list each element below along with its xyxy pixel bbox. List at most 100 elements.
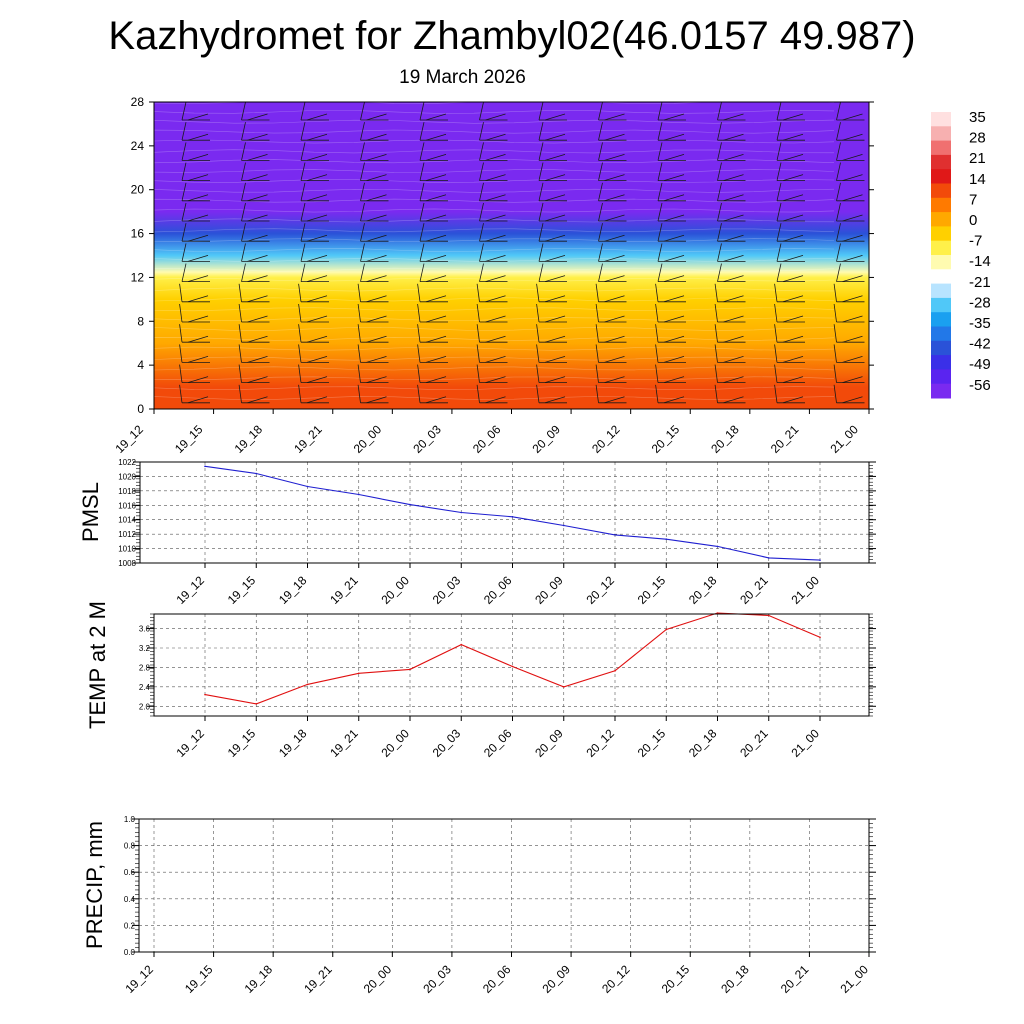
wind-barb — [417, 303, 448, 323]
colorbar-label: 35 — [969, 109, 986, 126]
wind-barb — [238, 324, 270, 343]
wind-barb-staff — [298, 303, 302, 323]
contour-line — [153, 257, 835, 262]
wind-barb — [657, 182, 686, 202]
wind-barb-flag — [366, 234, 387, 242]
wind-barb-flag — [366, 133, 387, 141]
wind-barb-staff — [476, 344, 480, 363]
wind-barb — [479, 202, 508, 222]
wind-barb — [714, 324, 746, 343]
wind-barb-staff — [598, 243, 603, 262]
wind-barb — [479, 142, 508, 161]
wind-barb-flag — [544, 335, 566, 343]
colorbar-label: -49 — [969, 356, 991, 373]
wind-barb-flag — [663, 315, 685, 323]
wind-barb — [419, 243, 448, 262]
wind-barb-flag — [187, 174, 209, 181]
wind-barb — [298, 283, 329, 303]
wind-barb-flag — [425, 113, 447, 121]
wind-barb — [833, 344, 865, 363]
wind-barb — [419, 101, 448, 121]
wind-barb — [538, 162, 567, 182]
wind-barb-staff — [357, 364, 361, 383]
wind-barb — [300, 202, 329, 222]
wind-barb-staff — [836, 182, 841, 201]
wind-barb-staff — [417, 283, 421, 302]
wind-barb — [179, 303, 210, 323]
wind-barb — [479, 263, 508, 283]
wind-barb-flag — [544, 315, 566, 323]
wind-barb-staff — [419, 142, 425, 161]
wind-barb-flag — [187, 154, 209, 161]
wind-barb-staff — [595, 283, 599, 302]
wind-barb-staff — [479, 122, 484, 141]
wind-barb — [538, 202, 567, 222]
x-tick-label: 20_00 — [351, 422, 385, 456]
wind-barb-flag — [366, 275, 387, 282]
y-tick-label: 0 — [137, 402, 144, 416]
wind-barb-flag — [604, 154, 625, 161]
y-tick-label: 24 — [131, 139, 145, 153]
wind-barb — [298, 364, 329, 384]
wind-barb — [657, 263, 686, 283]
wind-barb — [360, 202, 389, 222]
y-tick-label: 0.0 — [124, 948, 136, 957]
wind-barb — [776, 101, 805, 121]
colorbar-segment — [931, 312, 951, 327]
wind-barb-staff — [776, 162, 782, 181]
x-tick-label: 20_09 — [532, 726, 566, 760]
wind-barb-staff — [479, 162, 484, 181]
wind-barb-flag — [544, 396, 566, 404]
wind-barb — [476, 384, 508, 404]
wind-barb — [595, 303, 627, 323]
wind-barb-staff — [717, 223, 722, 242]
wind-barb — [833, 324, 865, 343]
wind-barb — [241, 162, 270, 182]
wind-barb-staff — [419, 182, 425, 201]
wind-barb — [419, 162, 448, 182]
wind-barb-staff — [836, 101, 841, 121]
wind-barb-staff — [300, 243, 306, 262]
wind-barb-staff — [776, 101, 782, 121]
contour-line — [153, 346, 835, 351]
wind-barb-staff — [417, 303, 421, 323]
wind-barb — [417, 344, 448, 363]
wind-barb — [479, 122, 508, 141]
wind-barb-staff — [360, 243, 365, 262]
wind-barb — [595, 283, 627, 303]
wind-barb-flag — [425, 234, 447, 242]
x-tick-label: 19_21 — [301, 962, 335, 996]
wind-barb-staff — [598, 162, 603, 181]
contour-line — [153, 129, 835, 134]
wind-barb — [300, 182, 329, 202]
contour-line — [153, 327, 835, 331]
wind-barb-staff — [479, 101, 484, 121]
wind-barb-staff — [598, 263, 603, 282]
wind-barb — [417, 283, 448, 303]
wind-barb-flag — [723, 356, 744, 363]
wind-barb-staff — [479, 202, 484, 222]
colorbar-segment — [931, 255, 951, 270]
cross-section-panel: 0 4 8 12 16 20 24 28 19_12 19_15 19_18 19_21 20_00 20… — [112, 95, 874, 456]
wind-barb-staff — [417, 384, 421, 403]
wind-barb — [360, 223, 389, 242]
temp-2m-data-point — [562, 686, 565, 688]
wind-barb-staff — [360, 202, 365, 222]
contour-line — [153, 208, 835, 213]
wind-barb-flag — [306, 214, 328, 222]
contour-line — [153, 188, 835, 193]
wind-barb-flag — [485, 356, 506, 363]
wind-barb — [238, 303, 270, 323]
x-tick-label: 20_12 — [583, 573, 617, 607]
x-tick-label: 20_06 — [470, 422, 504, 456]
wind-barb-flag — [306, 315, 328, 323]
wind-barb-flag — [425, 275, 447, 282]
temp-2m-data-point — [819, 636, 821, 639]
wind-barb-flag — [782, 315, 804, 323]
wind-barb-flag — [306, 376, 328, 383]
wind-barb-staff — [595, 344, 599, 363]
x-tick-label: 20_15 — [649, 422, 683, 456]
x-tick-label: 21_00 — [827, 422, 861, 456]
wind-barb — [179, 364, 210, 384]
wind-barb — [655, 384, 686, 404]
